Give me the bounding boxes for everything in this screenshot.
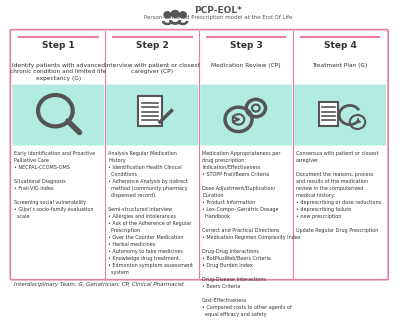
Text: Consensus with patient or closest
caregiver

Document the reasons, process
and r: Consensus with patient or closest caregi… — [296, 151, 381, 233]
Text: Identify patients with advanced
chronic condition and limited life
expectancy (G: Identify patients with advanced chronic … — [10, 63, 106, 81]
FancyBboxPatch shape — [319, 102, 338, 126]
Text: Interdisciplinary Team: G, Geriatrician; CP, Clinical Pharmacist: Interdisciplinary Team: G, Geriatrician;… — [14, 282, 184, 287]
Text: Analysis Regular Medication
History
• Identification Health Clinical
  Condition: Analysis Regular Medication History • Id… — [108, 151, 193, 275]
Text: Step 2: Step 2 — [136, 41, 169, 50]
Text: PCP-EOL*: PCP-EOL* — [194, 6, 242, 15]
Circle shape — [180, 12, 186, 18]
Circle shape — [171, 10, 179, 17]
Text: Step 1: Step 1 — [42, 41, 75, 50]
Text: Interview with patient or closest
caregiver (CP): Interview with patient or closest caregi… — [105, 63, 200, 74]
FancyBboxPatch shape — [10, 30, 388, 280]
Text: Step 4: Step 4 — [324, 41, 357, 50]
FancyBboxPatch shape — [200, 85, 292, 146]
Text: Person-Centered Prescription model at the End Of Life: Person-Centered Prescription model at th… — [144, 15, 293, 20]
Text: Medication Appropriateness per
drug prescription:
Indication/Effectiveness
• STO: Medication Appropriateness per drug pres… — [202, 151, 301, 317]
Circle shape — [164, 12, 171, 18]
Text: Step 3: Step 3 — [230, 41, 262, 50]
FancyBboxPatch shape — [138, 96, 162, 126]
FancyBboxPatch shape — [294, 85, 386, 146]
Text: Medication Review (CP): Medication Review (CP) — [212, 63, 281, 68]
Text: Treatment Plan (G): Treatment Plan (G) — [312, 63, 368, 68]
FancyBboxPatch shape — [12, 85, 104, 146]
FancyBboxPatch shape — [106, 85, 198, 146]
Text: Early Identification and Proactive
Palliative Care
• NECPAL-CCOMS-OMS

Situation: Early Identification and Proactive Palli… — [14, 151, 96, 219]
